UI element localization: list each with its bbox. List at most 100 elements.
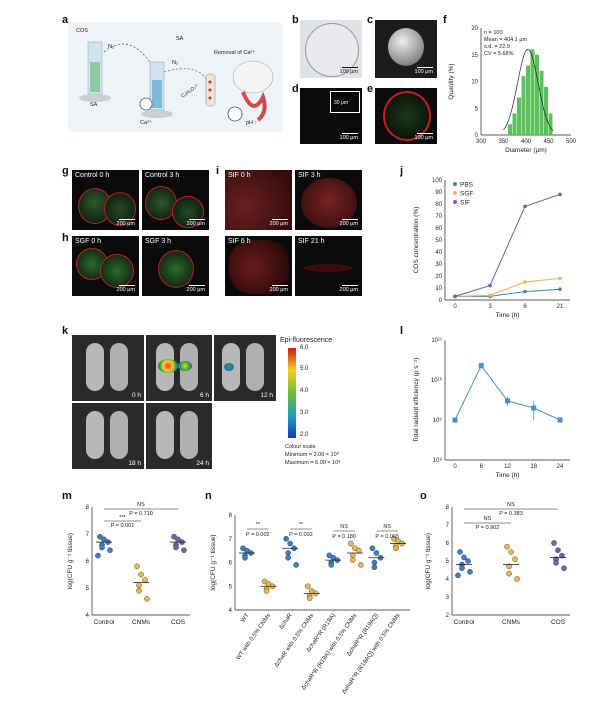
scalebar-d: 100 μm	[339, 135, 358, 141]
ca-label: Ca²⁺	[140, 120, 152, 126]
x-tick-label: 21	[557, 304, 564, 310]
scalebar-i1: 200 μm	[269, 221, 288, 227]
histogram-bar	[535, 54, 539, 135]
data-point	[523, 289, 527, 294]
y-tick-label: 7	[446, 523, 450, 529]
p-value: P = 0.710	[129, 511, 153, 517]
histogram-bar	[508, 124, 512, 135]
panel-label-g: g	[62, 165, 69, 177]
data-point	[95, 552, 101, 559]
schematic-panel: COS N₂ SA SA N₂ Removal of Ca²⁺ Ca²⁺ C₆H…	[68, 22, 283, 132]
y-tick-label: 70	[435, 214, 442, 220]
scalebar-c: 100 μm	[414, 69, 433, 75]
legend-marker	[453, 182, 457, 186]
legend-label: PBS	[460, 182, 474, 189]
y-tick-label: 7	[86, 532, 90, 538]
data-point	[561, 565, 567, 571]
y-tick-label: 4	[446, 577, 450, 583]
data-point	[138, 571, 144, 578]
p-value: P = 0.002	[289, 532, 313, 538]
fluor-label-i4: SIF 21 h	[298, 238, 325, 245]
x-tick-label: CNMs	[132, 619, 151, 626]
data-point	[373, 550, 380, 556]
x-tick-label: 3	[488, 304, 492, 310]
n2-label: N₂	[108, 44, 115, 50]
data-point	[371, 559, 378, 566]
y-tick-label: 8	[229, 513, 233, 519]
y-tick-label: 5	[446, 559, 450, 565]
scatter-chart-m: 4 5 6 7 8 log(CFU g⁻¹ tissue) Control CNMs COS NS…	[67, 502, 190, 626]
data-point	[242, 554, 248, 561]
p-value: P = 0.902	[476, 525, 500, 531]
y-tick-label: 6	[86, 559, 90, 565]
data-point	[134, 563, 140, 570]
data-point	[171, 533, 177, 540]
fluor-g-control-0h: Control 0 h 200 μm	[72, 170, 139, 230]
data-point	[287, 540, 293, 547]
data-point	[459, 565, 465, 571]
panel-label-e: e	[367, 83, 374, 95]
y-tick-label: 60	[435, 226, 442, 232]
y-axis-label: log(CFU g⁻¹ tissue)	[210, 534, 217, 590]
x-axis-label: Time (h)	[496, 312, 520, 319]
panel-label-m: m	[62, 490, 72, 502]
data-point	[285, 554, 291, 561]
data-point	[356, 547, 362, 554]
y-tick-label: 0	[439, 298, 443, 304]
panel-label-i: i	[216, 165, 220, 177]
ivis-image-24h: 24 h	[146, 403, 212, 469]
fluor-g-control-3h: Control 3 h 200 μm	[142, 170, 209, 230]
histogram-bar	[539, 70, 544, 135]
data-point	[173, 544, 179, 551]
histogram-bar	[548, 113, 553, 135]
data-point	[455, 572, 461, 579]
ivis-time-0h: 0 h	[131, 392, 141, 399]
line-chart-j: 0 10 20 30 40 50 60 70 80 90 100 0 3 6 21 Time (h) COS c…	[413, 178, 570, 319]
y-tick-label: 10	[435, 286, 442, 292]
data-point	[508, 549, 514, 555]
data-point	[531, 405, 537, 411]
y-tick-label: 7	[229, 537, 233, 543]
p-value: P = 0.180	[332, 534, 356, 540]
x-tick-label: 350	[498, 139, 509, 145]
panel-label-o: o	[420, 490, 427, 502]
data-point	[452, 417, 458, 423]
significance-label: NS	[340, 524, 348, 530]
x-tick-label: COS	[551, 619, 566, 626]
y-tick-label: 8	[446, 505, 450, 511]
data-point	[453, 294, 457, 299]
x-tick-label: 400	[521, 139, 532, 145]
ivis-image-0h: 0 h	[72, 335, 144, 401]
scalebar-i3: 200 μm	[269, 287, 288, 293]
data-point	[504, 543, 510, 550]
x-axis-label: Time (h)	[496, 472, 520, 479]
ivis-time-6h: 6 h	[199, 392, 209, 399]
histogram-bar	[526, 65, 530, 135]
y-tick-label: 10¹¹	[431, 338, 442, 344]
scalebar-i4: 200 μm	[339, 287, 358, 293]
cos-label: COS	[76, 28, 88, 34]
colour-scale-max: Maximum = 6.00 × 10⁸	[285, 460, 341, 466]
n2-label-2: N₂	[172, 60, 179, 66]
data-point	[350, 557, 356, 563]
fluor-label-h1: SGF 0 h	[75, 238, 102, 245]
x-tick-label: CNMs	[502, 619, 521, 626]
x-tick-label: 6	[480, 464, 484, 470]
significance-label: **	[299, 522, 304, 528]
data-point	[97, 533, 103, 540]
y-tick-label: 4	[229, 608, 233, 614]
p-value: P = 0.065	[375, 534, 399, 540]
legend-label: SGF	[460, 191, 473, 198]
x-tick-label: COS	[171, 619, 186, 626]
panel-label-c: c	[367, 14, 374, 26]
y-tick-label: 5	[229, 584, 233, 590]
x-tick-label: 450	[543, 139, 554, 145]
x-tick-label: 6	[523, 304, 527, 310]
fluor-label-i3: SIF 6 h	[228, 238, 251, 245]
x-tick-label: 0	[453, 464, 457, 470]
fluor-h-sgf-3h: SGF 3 h 200 μm	[142, 236, 209, 296]
micrograph-e: 100 μm	[375, 88, 437, 144]
data-point	[181, 547, 187, 554]
stats-annotation: s.d. = 22.9	[484, 44, 510, 50]
